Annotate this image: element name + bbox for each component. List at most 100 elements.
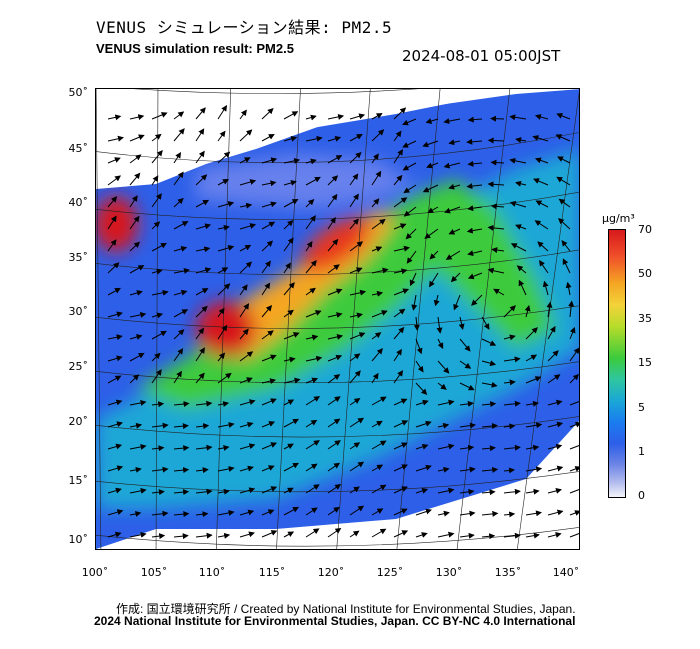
wind-arrow <box>283 309 294 318</box>
wind-arrow <box>129 195 138 208</box>
wind-arrow <box>173 309 189 318</box>
wind-arrow <box>327 175 339 186</box>
wind-arrow <box>239 531 255 538</box>
wind-arrow <box>173 329 185 340</box>
map-edge-top <box>96 89 579 189</box>
wind-arrow <box>547 374 561 384</box>
wind-arrow <box>349 173 359 186</box>
wind-arrow <box>107 157 121 164</box>
wind-arrow <box>327 264 340 274</box>
wind-arrow <box>547 487 562 494</box>
lon-label-140: 140˚ <box>552 566 580 579</box>
wind-arrow <box>562 258 571 274</box>
wind-arrow <box>261 330 274 340</box>
wind-arrow <box>569 466 579 472</box>
credit-text: 作成: 国立環境研究所 / Created by National Instit… <box>116 602 576 616</box>
wind-arrow <box>327 113 345 120</box>
wind-arrow <box>261 201 277 208</box>
wind-arrow <box>283 220 294 230</box>
wind-arrow <box>217 465 235 472</box>
wind-arrow <box>349 461 365 472</box>
wind-arrow <box>151 369 162 384</box>
wind-arrow <box>195 372 205 384</box>
wind-arrow <box>129 114 145 121</box>
wind-arrow <box>217 488 230 495</box>
wind-arrow <box>393 348 402 362</box>
lon-label-115: 115˚ <box>258 566 286 579</box>
wind-arrow <box>283 282 295 296</box>
wind-arrow <box>393 508 408 516</box>
pm25-map <box>95 88 580 550</box>
wind-arrow <box>393 174 403 186</box>
wind-arrow <box>327 506 340 516</box>
wind-arrow <box>327 193 338 208</box>
wind-arrow <box>515 224 527 230</box>
wind-arrow <box>393 398 408 406</box>
wind-arrow <box>349 442 361 450</box>
wind-arrow <box>261 108 274 120</box>
lon-label-105: 105˚ <box>140 566 168 579</box>
wind-arrow <box>173 221 189 230</box>
wind-arrow <box>283 237 294 252</box>
wind-arrow <box>129 400 147 406</box>
wind-arrow <box>371 508 384 516</box>
wind-arrow <box>217 352 226 362</box>
wind-arrow <box>151 268 163 275</box>
wind-arrow <box>305 287 316 296</box>
wind-arrow <box>467 160 483 167</box>
wind-arrow <box>429 272 439 288</box>
wind-arrow <box>217 267 229 274</box>
concentration-peak-south <box>196 301 256 357</box>
wind-arrow <box>327 527 342 538</box>
wind-arrow <box>371 396 387 406</box>
wind-arrow <box>195 174 208 186</box>
wind-arrow <box>490 203 505 210</box>
wind-arrow <box>151 193 162 208</box>
wind-arrow <box>305 355 323 362</box>
wind-arrow <box>537 241 549 252</box>
lat-label-40: 40˚ <box>68 196 89 209</box>
wind-arrow <box>261 240 274 252</box>
wind-arrow <box>327 288 343 296</box>
wind-arrow <box>261 378 277 385</box>
lon-label-130: 130˚ <box>435 566 463 579</box>
wind-arrow <box>371 113 383 120</box>
wind-arrow <box>349 113 366 120</box>
wind-arrow <box>481 489 496 496</box>
wind-arrow <box>445 250 461 260</box>
lat-label-25: 25˚ <box>68 360 89 373</box>
wind-arrow <box>261 421 276 428</box>
wind-arrow <box>349 530 360 538</box>
wind-arrow <box>503 532 521 539</box>
wind-arrow <box>327 333 344 340</box>
wind-arrow <box>547 421 564 428</box>
wind-arrow <box>371 246 383 252</box>
wind-arrow <box>415 338 423 355</box>
wind-arrow <box>283 157 301 164</box>
wind-arrow <box>569 489 579 494</box>
wind-arrow <box>327 418 341 428</box>
wind-arrow <box>490 159 505 166</box>
wind-arrow <box>129 215 140 230</box>
wind-arrow <box>525 444 540 451</box>
wind-arrow <box>503 305 516 318</box>
wind-arrow <box>503 400 521 407</box>
wind-arrow <box>151 445 165 452</box>
wind-arrow <box>195 444 213 451</box>
wind-arrow <box>415 360 424 373</box>
wind-arrow <box>261 530 278 538</box>
wind-arrow <box>393 223 407 230</box>
wind-arrow <box>569 510 579 516</box>
wind-arrow <box>415 488 429 494</box>
wind-arrow <box>305 310 322 318</box>
wind-arrow <box>556 113 571 120</box>
wind-arrow <box>393 420 409 428</box>
wind-arrow <box>393 442 408 450</box>
wind-arrow <box>525 532 540 539</box>
wind-arrow <box>173 401 190 407</box>
wind-arrow <box>371 129 385 142</box>
lon-label-120: 120˚ <box>317 566 345 579</box>
wind-arrow <box>503 334 516 341</box>
wind-arrow <box>453 294 461 311</box>
wind-arrow <box>129 443 147 450</box>
